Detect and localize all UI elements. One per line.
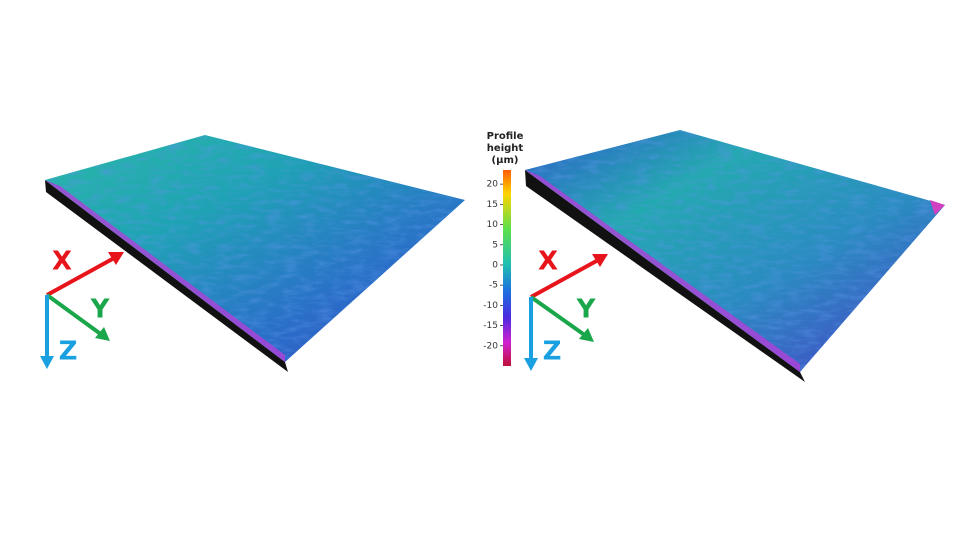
colorbar-scale (503, 170, 511, 366)
colorbar-tick-label: 20 (487, 180, 499, 190)
colorbar-tick-label: -5 (489, 281, 498, 291)
colorbar-tick-label: 5 (492, 240, 498, 250)
colorbar-title: (µm) (492, 155, 519, 166)
axis-label-x: X (538, 247, 558, 277)
colorbar: Profile height (µm) 20 15 10 5 0 -5 -10 -15 -20 (483, 131, 524, 366)
colorbar-tick-label: 15 (487, 200, 498, 210)
axis-label-x: X (52, 247, 72, 277)
colorbar-tick-label: 10 (487, 220, 499, 230)
colorbar-title: height (487, 143, 524, 154)
surface-right (525, 130, 945, 382)
colorbar-title: Profile (487, 131, 524, 142)
axis-label-z: Z (59, 337, 78, 367)
colorbar-tick-label: -10 (483, 301, 498, 311)
surface-left (45, 135, 465, 372)
colorbar-tick-label: 0 (492, 260, 498, 270)
colorbar-tick-label: -20 (483, 341, 498, 351)
axis-label-y: Y (90, 295, 111, 325)
axis-triad-left: X Y Z (40, 247, 124, 369)
axis-triad-right: X Y Z (524, 247, 608, 371)
axis-label-z: Z (543, 337, 562, 367)
axis-label-y: Y (576, 295, 597, 325)
colorbar-tick-label: -15 (483, 321, 498, 331)
